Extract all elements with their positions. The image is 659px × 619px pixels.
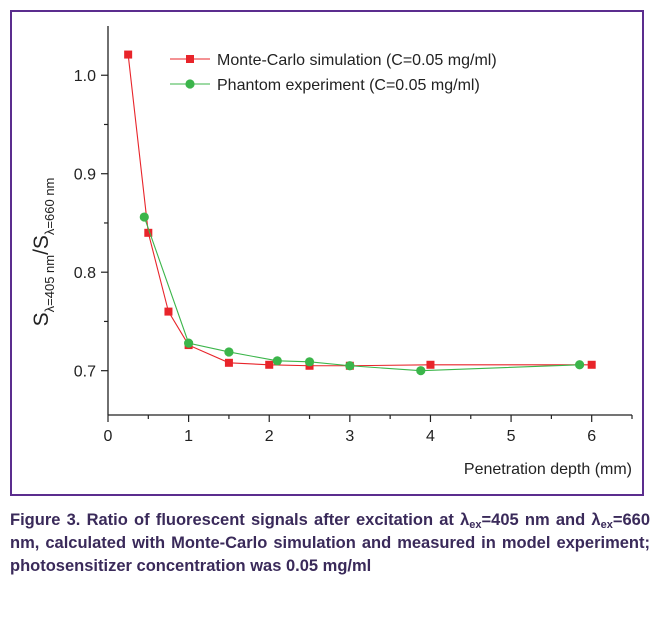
y-label-main1: S xyxy=(30,312,53,326)
data-point-square xyxy=(124,50,133,59)
data-point-circle xyxy=(416,366,426,376)
series-line-2 xyxy=(143,216,580,372)
x-tick-label: 2 xyxy=(265,428,274,445)
x-tick-label: 6 xyxy=(587,428,596,445)
caption-part1: Figure 3. Ratio of fluorescent signals a… xyxy=(10,511,470,529)
data-point-circle xyxy=(139,212,149,222)
y-label-sub1: λ=405 nm xyxy=(42,255,57,312)
x-tick-label: 3 xyxy=(345,428,354,445)
data-point-square xyxy=(224,358,233,367)
data-point-circle xyxy=(304,357,315,367)
x-axis-label: Penetration depth (mm) xyxy=(464,461,632,478)
y-tick-label: 0.9 xyxy=(74,167,96,184)
chart-series xyxy=(124,50,596,376)
data-point-circle xyxy=(272,356,282,366)
data-point-circle xyxy=(345,361,355,371)
figure-frame: 0 1 2 3 4 5 6 0.7 0.8 0.9 1.0 Monte-Carlo simulati… xyxy=(10,10,644,496)
y-axis-label: Sλ=405 nm/Sλ=660 nm xyxy=(30,178,57,327)
y-tick-label: 0.7 xyxy=(74,364,96,381)
data-point-square xyxy=(144,228,153,237)
x-tick-label: 4 xyxy=(426,428,435,445)
x-tick-label: 5 xyxy=(507,428,516,445)
caption-part2: =405 nm and λ xyxy=(481,511,601,529)
data-point-square xyxy=(265,360,274,369)
legend-label: Monte-Carlo simulation (C=0.05 mg/ml) xyxy=(217,52,497,69)
caption-part3: =660 nm, calculated with Monte-Carlo sim… xyxy=(10,511,650,575)
figure-caption: Figure 3. Ratio of fluorescent signals a… xyxy=(10,509,650,578)
y-label-slash: /S xyxy=(30,235,53,255)
x-tick-label: 1 xyxy=(184,428,193,445)
chart: 0 1 2 3 4 5 6 0.7 0.8 0.9 1.0 Monte-Carlo simulati… xyxy=(30,26,633,478)
chart-legend: Monte-Carlo simulation (C=0.05 mg/ml) Pha… xyxy=(170,52,497,94)
caption-sub-a: ex xyxy=(469,519,482,531)
legend-label: Phantom experiment (C=0.05 mg/ml) xyxy=(217,77,480,94)
caption-sub-b: ex xyxy=(600,519,613,531)
data-point-circle xyxy=(184,338,194,348)
data-point-circle xyxy=(224,347,234,357)
y-tick-label: 0.8 xyxy=(74,265,96,282)
legend-marker-square xyxy=(186,55,194,63)
y-label-sub2: λ=660 nm xyxy=(42,178,57,235)
x-tick-label: 0 xyxy=(104,428,113,445)
data-point-square xyxy=(426,360,435,369)
data-point-square xyxy=(164,307,173,316)
y-tick-label: 1.0 xyxy=(74,68,96,85)
data-point-square xyxy=(587,360,596,369)
data-point-circle xyxy=(575,360,585,370)
legend-marker-circle xyxy=(185,79,195,89)
series-line-1 xyxy=(127,54,592,367)
chart-axes: 0 1 2 3 4 5 6 0.7 0.8 0.9 1.0 xyxy=(74,26,633,445)
